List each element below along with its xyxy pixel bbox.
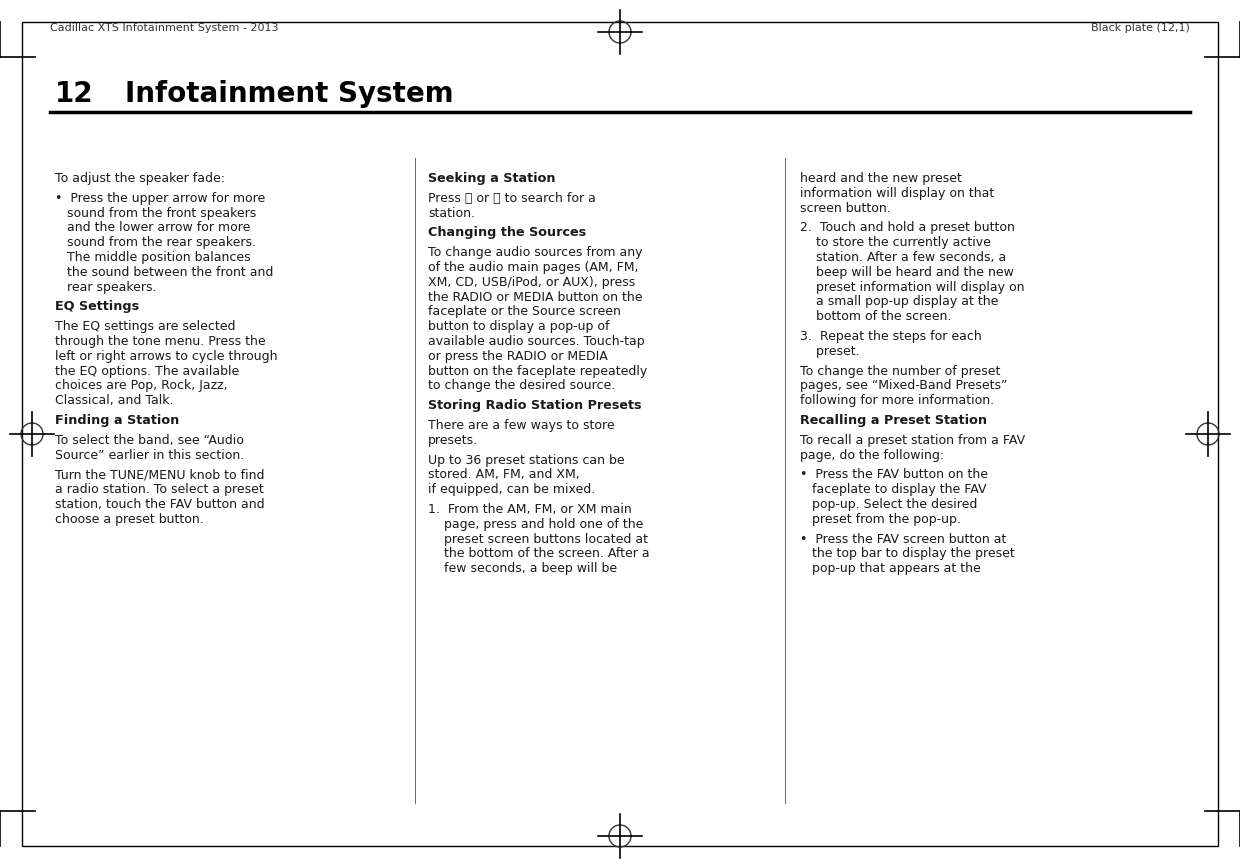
- Text: The middle position balances: The middle position balances: [55, 251, 250, 264]
- Text: preset information will display on: preset information will display on: [800, 280, 1024, 293]
- Text: The EQ settings are selected: The EQ settings are selected: [55, 320, 236, 333]
- Text: choices are Pop, Rock, Jazz,: choices are Pop, Rock, Jazz,: [55, 379, 228, 392]
- Text: if equipped, can be mixed.: if equipped, can be mixed.: [428, 483, 595, 496]
- Text: or press the RADIO or MEDIA: or press the RADIO or MEDIA: [428, 350, 608, 363]
- Text: There are a few ways to store: There are a few ways to store: [428, 419, 615, 432]
- Text: presets.: presets.: [428, 434, 479, 447]
- Text: station, touch the FAV button and: station, touch the FAV button and: [55, 498, 264, 511]
- Text: to change the desired source.: to change the desired source.: [428, 379, 615, 392]
- Text: a radio station. To select a preset: a radio station. To select a preset: [55, 483, 264, 496]
- Text: the top bar to display the preset: the top bar to display the preset: [800, 548, 1014, 561]
- Text: Black plate (12,1): Black plate (12,1): [1091, 23, 1190, 33]
- Text: To change the number of preset: To change the number of preset: [800, 365, 1001, 378]
- Text: Infotainment System: Infotainment System: [125, 80, 454, 108]
- Text: pop-up. Select the desired: pop-up. Select the desired: [800, 498, 977, 511]
- Text: heard and the new preset: heard and the new preset: [800, 172, 962, 185]
- Text: station.: station.: [428, 207, 475, 220]
- Text: preset screen buttons located at: preset screen buttons located at: [428, 533, 649, 546]
- Text: Cadillac XTS Infotainment System - 2013: Cadillac XTS Infotainment System - 2013: [50, 23, 279, 33]
- Text: pages, see “Mixed-Band Presets”: pages, see “Mixed-Band Presets”: [800, 379, 1007, 392]
- Text: 1.  From the AM, FM, or XM main: 1. From the AM, FM, or XM main: [428, 503, 631, 516]
- Text: available audio sources. Touch-tap: available audio sources. Touch-tap: [428, 335, 645, 348]
- Text: To change audio sources from any: To change audio sources from any: [428, 247, 642, 260]
- Text: Seeking a Station: Seeking a Station: [428, 172, 556, 185]
- Text: 2.  Touch and hold a preset button: 2. Touch and hold a preset button: [800, 221, 1014, 234]
- Text: the RADIO or MEDIA button on the: the RADIO or MEDIA button on the: [428, 291, 642, 304]
- Text: Turn the TUNE/MENU knob to find: Turn the TUNE/MENU knob to find: [55, 469, 264, 482]
- Text: Source” earlier in this section.: Source” earlier in this section.: [55, 449, 244, 462]
- Text: rear speakers.: rear speakers.: [55, 280, 156, 293]
- Text: screen button.: screen button.: [800, 201, 890, 214]
- Text: through the tone menu. Press the: through the tone menu. Press the: [55, 335, 265, 348]
- Text: faceplate to display the FAV: faceplate to display the FAV: [800, 483, 987, 496]
- Text: sound from the rear speakers.: sound from the rear speakers.: [55, 236, 255, 249]
- Text: beep will be heard and the new: beep will be heard and the new: [800, 266, 1014, 279]
- Text: Recalling a Preset Station: Recalling a Preset Station: [800, 414, 987, 427]
- Text: button to display a pop-up of: button to display a pop-up of: [428, 320, 610, 333]
- Text: bottom of the screen.: bottom of the screen.: [800, 310, 951, 323]
- Text: button on the faceplate repeatedly: button on the faceplate repeatedly: [428, 365, 647, 378]
- Text: a small pop-up display at the: a small pop-up display at the: [800, 295, 998, 308]
- Text: To select the band, see “Audio: To select the band, see “Audio: [55, 434, 244, 447]
- Text: To adjust the speaker fade:: To adjust the speaker fade:: [55, 172, 224, 185]
- Text: sound from the front speakers: sound from the front speakers: [55, 207, 257, 220]
- Text: •  Press the upper arrow for more: • Press the upper arrow for more: [55, 192, 265, 205]
- Text: •  Press the FAV button on the: • Press the FAV button on the: [800, 469, 988, 482]
- Text: page, press and hold one of the: page, press and hold one of the: [428, 518, 644, 531]
- Text: 3.  Repeat the steps for each: 3. Repeat the steps for each: [800, 330, 982, 343]
- Text: choose a preset button.: choose a preset button.: [55, 513, 203, 526]
- Text: preset from the pop-up.: preset from the pop-up.: [800, 513, 961, 526]
- Text: page, do the following:: page, do the following:: [800, 449, 944, 462]
- Text: of the audio main pages (AM, FM,: of the audio main pages (AM, FM,: [428, 261, 639, 274]
- Text: the bottom of the screen. After a: the bottom of the screen. After a: [428, 548, 650, 561]
- Text: and the lower arrow for more: and the lower arrow for more: [55, 221, 250, 234]
- Text: •  Press the FAV screen button at: • Press the FAV screen button at: [800, 533, 1007, 546]
- Text: EQ Settings: EQ Settings: [55, 300, 139, 313]
- Text: the EQ options. The available: the EQ options. The available: [55, 365, 239, 378]
- Text: 12: 12: [55, 80, 94, 108]
- Text: pop-up that appears at the: pop-up that appears at the: [800, 562, 981, 575]
- Text: Up to 36 preset stations can be: Up to 36 preset stations can be: [428, 454, 625, 467]
- Text: faceplate or the Source screen: faceplate or the Source screen: [428, 306, 621, 319]
- Text: stored. AM, FM, and XM,: stored. AM, FM, and XM,: [428, 469, 580, 482]
- Text: preset.: preset.: [800, 345, 859, 358]
- Text: following for more information.: following for more information.: [800, 394, 994, 407]
- Text: Classical, and Talk.: Classical, and Talk.: [55, 394, 174, 407]
- Text: few seconds, a beep will be: few seconds, a beep will be: [428, 562, 618, 575]
- Text: station. After a few seconds, a: station. After a few seconds, a: [800, 251, 1006, 264]
- Text: to store the currently active: to store the currently active: [800, 236, 991, 249]
- Text: To recall a preset station from a FAV: To recall a preset station from a FAV: [800, 434, 1025, 447]
- Text: left or right arrows to cycle through: left or right arrows to cycle through: [55, 350, 278, 363]
- Text: Press ⏮ or ⏭ to search for a: Press ⏮ or ⏭ to search for a: [428, 192, 596, 205]
- Text: Changing the Sources: Changing the Sources: [428, 227, 587, 240]
- Text: the sound between the front and: the sound between the front and: [55, 266, 273, 279]
- Text: Finding a Station: Finding a Station: [55, 414, 180, 427]
- Text: XM, CD, USB/iPod, or AUX), press: XM, CD, USB/iPod, or AUX), press: [428, 276, 635, 289]
- Text: information will display on that: information will display on that: [800, 187, 994, 200]
- Text: Storing Radio Station Presets: Storing Radio Station Presets: [428, 399, 641, 412]
